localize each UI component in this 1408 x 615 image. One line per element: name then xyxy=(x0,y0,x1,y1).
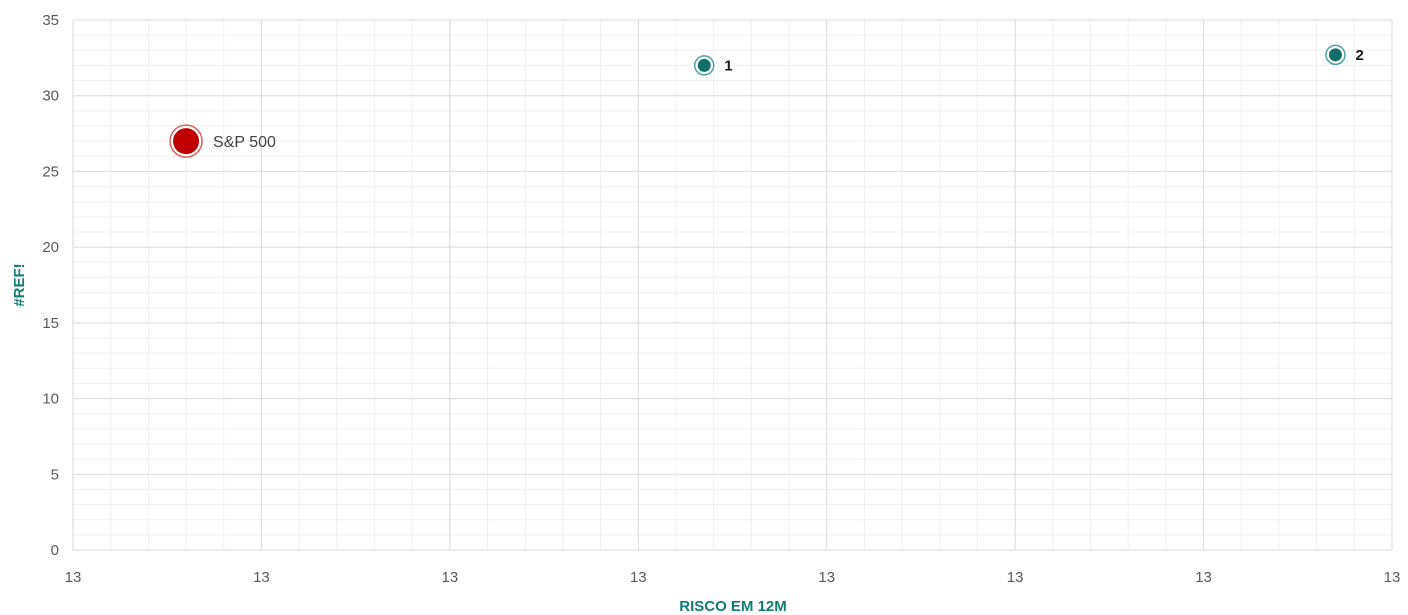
y-tick-label: 20 xyxy=(42,239,59,256)
x-tick-label: 13 xyxy=(442,569,459,586)
y-tick-label: 0 xyxy=(51,542,59,559)
x-tick-label: 13 xyxy=(1195,569,1212,586)
data-points: S&P 500 1 2 xyxy=(169,44,1364,158)
x-tick-label: 13 xyxy=(1384,569,1401,586)
y-tick-label: 35 xyxy=(42,12,59,29)
fund-marker xyxy=(1328,48,1342,62)
x-tick-label: 13 xyxy=(818,569,835,586)
minor-grid xyxy=(73,20,1392,550)
point-label: S&P 500 xyxy=(213,134,276,151)
y-tick-label: 5 xyxy=(51,466,59,483)
x-tick-label: 13 xyxy=(1007,569,1024,586)
y-axis-ticks: 0 5 10 15 20 25 30 35 xyxy=(42,12,59,559)
y-tick-label: 10 xyxy=(42,391,59,408)
x-tick-label: 13 xyxy=(630,569,647,586)
y-axis-title: #REF! xyxy=(11,263,28,306)
major-grid xyxy=(72,19,1393,551)
x-axis-title: RISCO EM 12M xyxy=(679,598,787,615)
x-tick-label: 13 xyxy=(65,569,82,586)
point-label: 2 xyxy=(1355,47,1363,64)
point-label: 1 xyxy=(724,57,732,74)
y-tick-label: 30 xyxy=(42,88,59,105)
x-axis-ticks: 13 13 13 13 13 13 13 13 xyxy=(65,569,1401,586)
x-tick-label: 13 xyxy=(253,569,270,586)
fund-marker xyxy=(697,58,711,72)
benchmark-marker xyxy=(173,128,200,155)
y-tick-label: 15 xyxy=(42,315,59,332)
y-tick-label: 25 xyxy=(42,163,59,180)
